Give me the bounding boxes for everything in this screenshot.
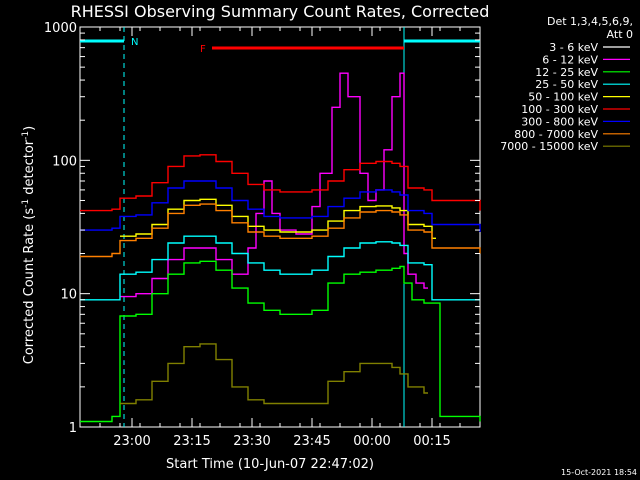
legend-label: 12 - 25 keV xyxy=(535,66,598,79)
y-tick-label: 1000 xyxy=(44,21,77,36)
y-axis-ticks: 1 10 100 1000 xyxy=(44,21,480,436)
series-line-100-300-kev xyxy=(80,154,481,212)
x-tick-label: 23:00 xyxy=(113,434,150,449)
timestamp: 15-Oct-2021 18:54 xyxy=(561,468,637,477)
y-tick-label: 1 xyxy=(69,421,77,436)
legend-label: 100 - 300 keV xyxy=(521,103,598,116)
flare-marker-label: F xyxy=(200,44,206,55)
y-tick-label: 10 xyxy=(60,288,77,303)
y-axis-label: Corrected Count Rate (s-1 detector-1) xyxy=(21,126,37,364)
chart-title: RHESSI Observing Summary Count Rates, Co… xyxy=(71,2,490,21)
legend-header-line-2: Att 0 xyxy=(607,28,633,41)
legend-label: 300 - 800 keV xyxy=(521,115,598,128)
x-tick-label: 23:30 xyxy=(233,434,270,449)
series-line-12-25-kev xyxy=(80,260,481,423)
series-line-3-6-kev xyxy=(120,116,428,361)
legend-label: 7000 - 15000 keV xyxy=(500,140,598,153)
x-tick-label: 00:15 xyxy=(413,434,450,449)
legend-header-line-1: Det 1,3,4,5,6,9, xyxy=(547,15,633,28)
legend-label: 3 - 6 keV xyxy=(549,41,598,54)
x-tick-label: 23:15 xyxy=(173,434,210,449)
x-axis-ticks: 23:00 23:15 23:30 23:45 00:00 00:15 xyxy=(79,27,481,449)
legend-label: 50 - 100 keV xyxy=(528,91,598,104)
series-line-25-50-kev xyxy=(80,235,480,301)
legend-label: 6 - 12 keV xyxy=(542,53,598,66)
legend-label: 25 - 50 keV xyxy=(535,78,598,91)
flare-markers: NF xyxy=(131,37,404,55)
x-tick-label: 00:00 xyxy=(353,434,390,449)
x-tick-label: 23:45 xyxy=(293,434,330,449)
series-line-800-7000-kev xyxy=(80,203,481,258)
legend-label: 800 - 7000 keV xyxy=(514,128,598,141)
y-tick-label: 100 xyxy=(52,154,77,169)
series-line-300-800-kev xyxy=(80,180,481,232)
series-lines xyxy=(80,72,481,423)
series-line-7000-15000-kev xyxy=(120,343,428,405)
x-axis-label: Start Time (10-Jun-07 22:47:02) xyxy=(166,457,374,472)
series-line-6-12-kev xyxy=(120,72,428,298)
night-marker-label: N xyxy=(131,37,138,48)
